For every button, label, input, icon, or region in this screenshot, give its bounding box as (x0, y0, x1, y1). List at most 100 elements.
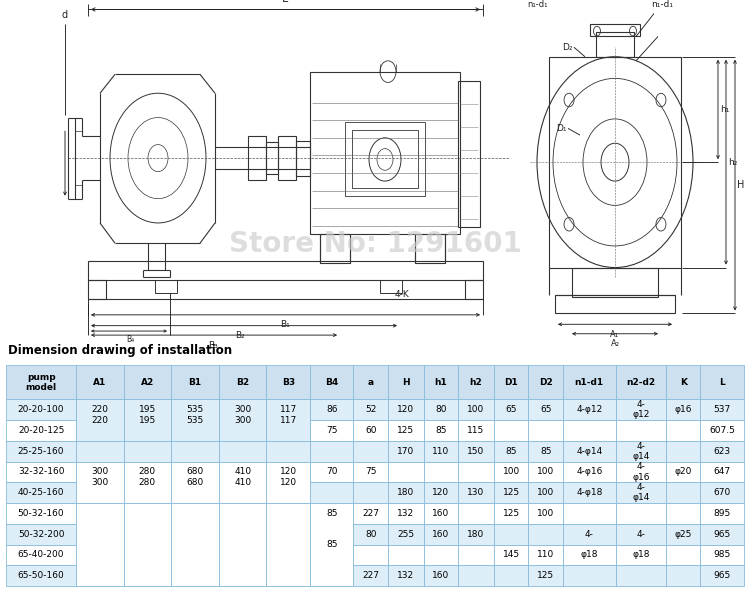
Text: 110: 110 (537, 551, 554, 560)
Text: A₂: A₂ (610, 339, 620, 348)
Bar (424, 441, 458, 462)
Bar (353, 503, 388, 524)
Text: A1: A1 (93, 378, 106, 387)
Bar (616, 365, 666, 399)
Bar (266, 142, 278, 174)
Bar (388, 365, 424, 399)
Text: 50-32-160: 50-32-160 (18, 509, 64, 518)
Bar (529, 441, 563, 462)
Bar (616, 399, 666, 420)
Bar (124, 524, 171, 545)
Bar (353, 365, 388, 399)
Bar (266, 441, 310, 462)
Bar (424, 399, 458, 420)
Text: 4-
φ14: 4- φ14 (632, 442, 650, 461)
Bar (353, 420, 388, 441)
Bar (266, 365, 310, 399)
Bar (424, 420, 458, 441)
Bar (388, 524, 424, 545)
Text: 895: 895 (713, 509, 730, 518)
Text: D1: D1 (504, 378, 518, 387)
Bar (424, 503, 458, 524)
Bar (458, 565, 494, 586)
Text: 20-20-100: 20-20-100 (18, 405, 64, 414)
Text: 86: 86 (326, 405, 338, 414)
Bar (616, 545, 666, 565)
Bar (124, 545, 171, 565)
Text: 117: 117 (280, 405, 297, 414)
Text: pump
model: pump model (26, 373, 57, 392)
Text: 4-: 4- (585, 530, 594, 539)
Bar (266, 524, 310, 545)
Bar (424, 545, 458, 565)
Text: 120: 120 (433, 488, 449, 497)
Bar (353, 399, 388, 420)
Text: 65: 65 (540, 405, 551, 414)
Text: 85: 85 (540, 447, 551, 456)
Text: 965: 965 (713, 571, 730, 580)
Bar (415, 234, 445, 263)
Text: 85: 85 (326, 509, 338, 518)
Text: 180: 180 (467, 530, 484, 539)
Text: 4-
φ14: 4- φ14 (632, 483, 650, 502)
Text: D₂: D₂ (562, 43, 573, 52)
Bar (666, 441, 700, 462)
Bar (563, 420, 616, 441)
Text: 100: 100 (467, 405, 484, 414)
Bar (6, 545, 76, 565)
Bar (219, 420, 266, 441)
Text: 4-φ12: 4-φ12 (576, 405, 602, 414)
Bar (219, 482, 266, 503)
Bar (124, 399, 171, 420)
Text: 125: 125 (503, 509, 520, 518)
Bar (6, 399, 76, 420)
Text: 120: 120 (280, 478, 297, 487)
Bar (700, 420, 744, 441)
Text: 227: 227 (362, 509, 380, 518)
Text: a: a (368, 378, 374, 387)
Text: 125: 125 (503, 488, 520, 497)
Bar (76, 399, 124, 441)
Bar (76, 420, 124, 441)
Bar (310, 503, 353, 524)
Bar (171, 365, 219, 399)
Text: B3: B3 (282, 378, 295, 387)
Bar (666, 399, 700, 420)
Bar (219, 565, 266, 586)
Bar (76, 524, 124, 545)
Bar (310, 482, 353, 503)
Bar (458, 399, 494, 420)
Bar (563, 365, 616, 399)
Bar (700, 524, 744, 545)
Text: 607.5: 607.5 (709, 426, 735, 435)
Bar (124, 365, 171, 399)
Text: φ18: φ18 (632, 551, 650, 560)
Text: B1: B1 (188, 378, 202, 387)
Text: 40-25-160: 40-25-160 (18, 488, 64, 497)
Bar (124, 503, 171, 586)
Bar (353, 545, 388, 565)
Text: 300: 300 (234, 416, 251, 425)
Text: 160: 160 (432, 571, 449, 580)
Bar (353, 441, 388, 462)
Text: 75: 75 (326, 426, 338, 435)
Text: 80: 80 (435, 405, 447, 414)
Bar (700, 565, 744, 586)
Text: 410: 410 (234, 468, 251, 477)
Text: 965: 965 (713, 530, 730, 539)
Bar (6, 524, 76, 545)
Bar (529, 503, 563, 524)
Text: 280: 280 (139, 468, 156, 477)
Bar (529, 482, 563, 503)
Text: B₃: B₃ (208, 340, 218, 349)
Bar (278, 137, 296, 180)
Text: 985: 985 (713, 551, 730, 560)
Bar (616, 524, 666, 545)
Text: n₁-d₁: n₁-d₁ (651, 1, 673, 9)
Text: 130: 130 (467, 488, 484, 497)
Text: 220: 220 (92, 416, 108, 425)
Bar (266, 565, 310, 586)
Bar (700, 462, 744, 482)
Bar (555, 294, 675, 313)
Text: φ25: φ25 (674, 530, 692, 539)
